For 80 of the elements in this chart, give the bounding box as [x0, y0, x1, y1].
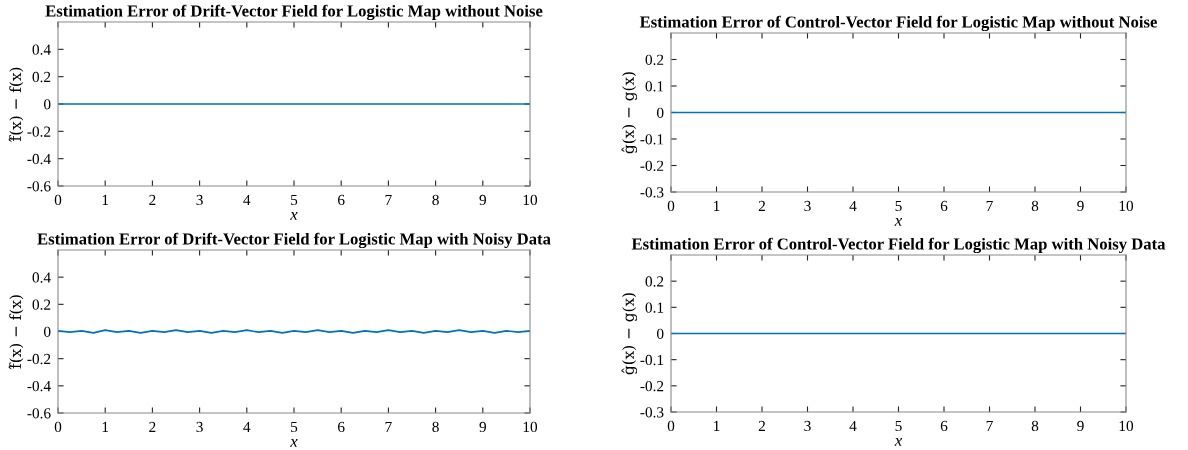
- x-tick-label: 2: [758, 200, 765, 211]
- x-tick-label: 2: [758, 420, 765, 431]
- x-tick-label: 6: [338, 421, 345, 433]
- chart-title: Estimation Error of Drift-Vector Field for Logistic Map without Noise: [45, 4, 543, 21]
- x-tick-label: 2: [149, 421, 156, 432]
- x-tick-label: 8: [1031, 420, 1039, 432]
- x-tick-label: 1: [102, 194, 109, 205]
- x-tick-label: 0: [54, 421, 62, 433]
- y-axis-title: ĝ(x) − g(x): [621, 72, 638, 154]
- y-tick-label: -0.3: [640, 407, 664, 418]
- x-tick-label: 5: [895, 420, 902, 432]
- y-axis-title: f̂(x) − f(x): [8, 295, 24, 370]
- y-tick-label: -0.1: [640, 354, 664, 366]
- x-tick-label: 3: [196, 421, 203, 433]
- x-tick-label: 4: [243, 421, 251, 432]
- x-axis-title: x: [894, 438, 903, 446]
- y-tick-label: 0.2: [645, 54, 664, 66]
- x-tick-label: 3: [196, 194, 203, 206]
- y-tick-label: -0.1: [640, 134, 664, 145]
- x-axis-title: x: [894, 218, 903, 226]
- y-tick-label: 0.2: [32, 299, 51, 310]
- x-tick-label: 4: [243, 194, 251, 205]
- y-tick-label: -0.2: [27, 353, 51, 365]
- x-tick-label: 9: [479, 194, 486, 206]
- y-tick-label: -0.3: [640, 187, 664, 198]
- x-tick-label: 9: [1077, 200, 1084, 212]
- x-tick-label: 3: [804, 200, 811, 212]
- y-tick-label: -0.6: [27, 181, 51, 192]
- y-tick-label: 0: [657, 328, 664, 339]
- x-tick-label: 9: [479, 421, 486, 433]
- x-tick-label: 0: [667, 200, 675, 212]
- x-tick-label: 10: [523, 194, 538, 206]
- x-tick-label: 3: [804, 420, 811, 432]
- x-tick-label: 4: [849, 420, 857, 431]
- x-tick-label: 6: [338, 194, 345, 206]
- y-tick-label: 0.1: [645, 302, 664, 313]
- chart-title: Estimation Error of Control-Vector Field for Logistic Map with Noisy Data: [631, 237, 1166, 254]
- y-tick-label: -0.4: [27, 380, 51, 392]
- y-tick-label: -0.2: [640, 160, 664, 172]
- x-tick-label: 10: [1119, 200, 1134, 212]
- x-tick-label: 0: [54, 194, 62, 206]
- y-axis-title: ĝ(x) − g(x): [621, 293, 638, 375]
- y-tick-label: 0: [44, 99, 51, 110]
- y-tick-label: -0.4: [27, 153, 51, 165]
- y-axis-title: f̂(x) − f(x): [8, 67, 24, 142]
- y-tick-label: 0.4: [32, 272, 51, 283]
- x-tick-label: 6: [940, 420, 948, 432]
- y-tick-label: 0: [44, 326, 51, 337]
- y-tick-label: -0.6: [27, 408, 51, 419]
- x-axis-title: x: [290, 439, 298, 447]
- x-tick-label: 7: [986, 200, 993, 211]
- x-tick-label: 6: [940, 200, 948, 212]
- x-tick-label: 7: [385, 194, 392, 205]
- x-tick-label: 5: [895, 200, 902, 212]
- x-tick-label: 8: [1031, 200, 1039, 212]
- y-tick-label: -0.2: [640, 380, 664, 392]
- x-tick-label: 2: [149, 194, 156, 205]
- x-axis-title: x: [290, 212, 298, 220]
- y-tick-label: 0.1: [645, 81, 664, 92]
- x-tick-label: 8: [432, 194, 439, 206]
- y-tick-label: 0.2: [32, 71, 51, 83]
- x-tick-label: 9: [1077, 420, 1084, 432]
- x-tick-label: 1: [714, 200, 720, 211]
- x-tick-label: 0: [667, 420, 675, 432]
- y-tick-label: -0.2: [27, 126, 51, 137]
- chart-title: Estimation Error of Drift-Vector Field for Logistic Map with Noisy Data: [37, 232, 551, 249]
- x-tick-label: 8: [432, 421, 439, 433]
- x-tick-label: 4: [849, 200, 857, 211]
- x-tick-label: 5: [291, 421, 298, 433]
- x-tick-label: 10: [523, 421, 538, 433]
- y-tick-label: 0: [657, 107, 664, 118]
- x-tick-label: 5: [291, 194, 298, 206]
- x-tick-label: 7: [385, 421, 392, 432]
- y-tick-label: 0.2: [645, 276, 664, 287]
- y-tick-label: 0.4: [32, 44, 51, 55]
- x-tick-label: 10: [1119, 420, 1134, 432]
- x-tick-label: 1: [102, 421, 109, 432]
- chart-title: Estimation Error of Control-Vector Field for Logistic Map without Noise: [639, 15, 1157, 32]
- x-tick-label: 1: [714, 420, 720, 431]
- x-tick-label: 7: [986, 420, 993, 431]
